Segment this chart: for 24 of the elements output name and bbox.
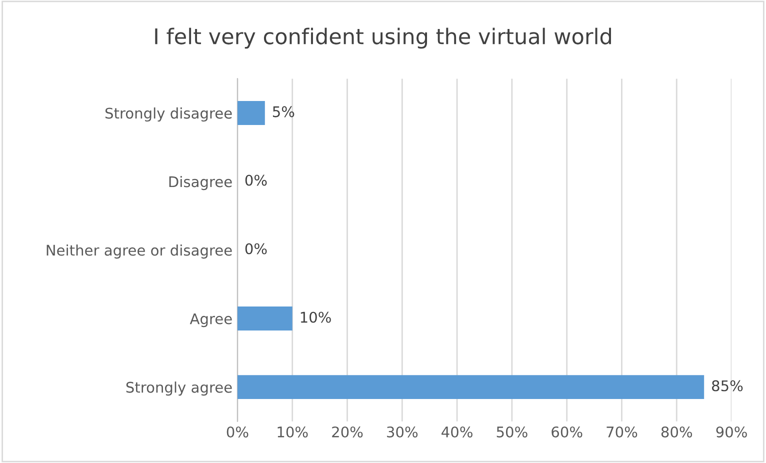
y-tick-label: Disagree: [169, 176, 232, 190]
x-tick-label: 90%: [716, 426, 747, 438]
x-tick-label: 0%: [226, 426, 248, 438]
data-label: 85%: [712, 380, 743, 392]
bar: [237, 306, 292, 331]
data-label: 5%: [272, 106, 294, 118]
x-tick-label: 80%: [661, 426, 692, 438]
chart-title: I felt very confident using the virtual world: [155, 28, 611, 49]
x-tick-label: 10%: [278, 426, 308, 438]
x-tick-label: 20%: [332, 426, 363, 438]
x-tick-label: 30%: [387, 426, 418, 438]
x-tick-label: 50%: [496, 426, 528, 438]
y-tick-label: Strongly agree: [126, 382, 232, 396]
y-tick-label: Strongly disagree: [105, 107, 232, 122]
data-label: 0%: [245, 243, 267, 254]
data-label: 0%: [245, 174, 267, 186]
y-tick-label: Agree: [190, 313, 232, 328]
bar: [237, 375, 704, 400]
bar: [237, 100, 265, 125]
y-tick-label: Neither agree or disagree: [46, 244, 232, 259]
data-label: 10%: [300, 312, 331, 323]
x-tick-label: 40%: [442, 426, 472, 438]
x-tick-label: 70%: [606, 426, 638, 438]
x-tick-label: 60%: [552, 426, 582, 438]
